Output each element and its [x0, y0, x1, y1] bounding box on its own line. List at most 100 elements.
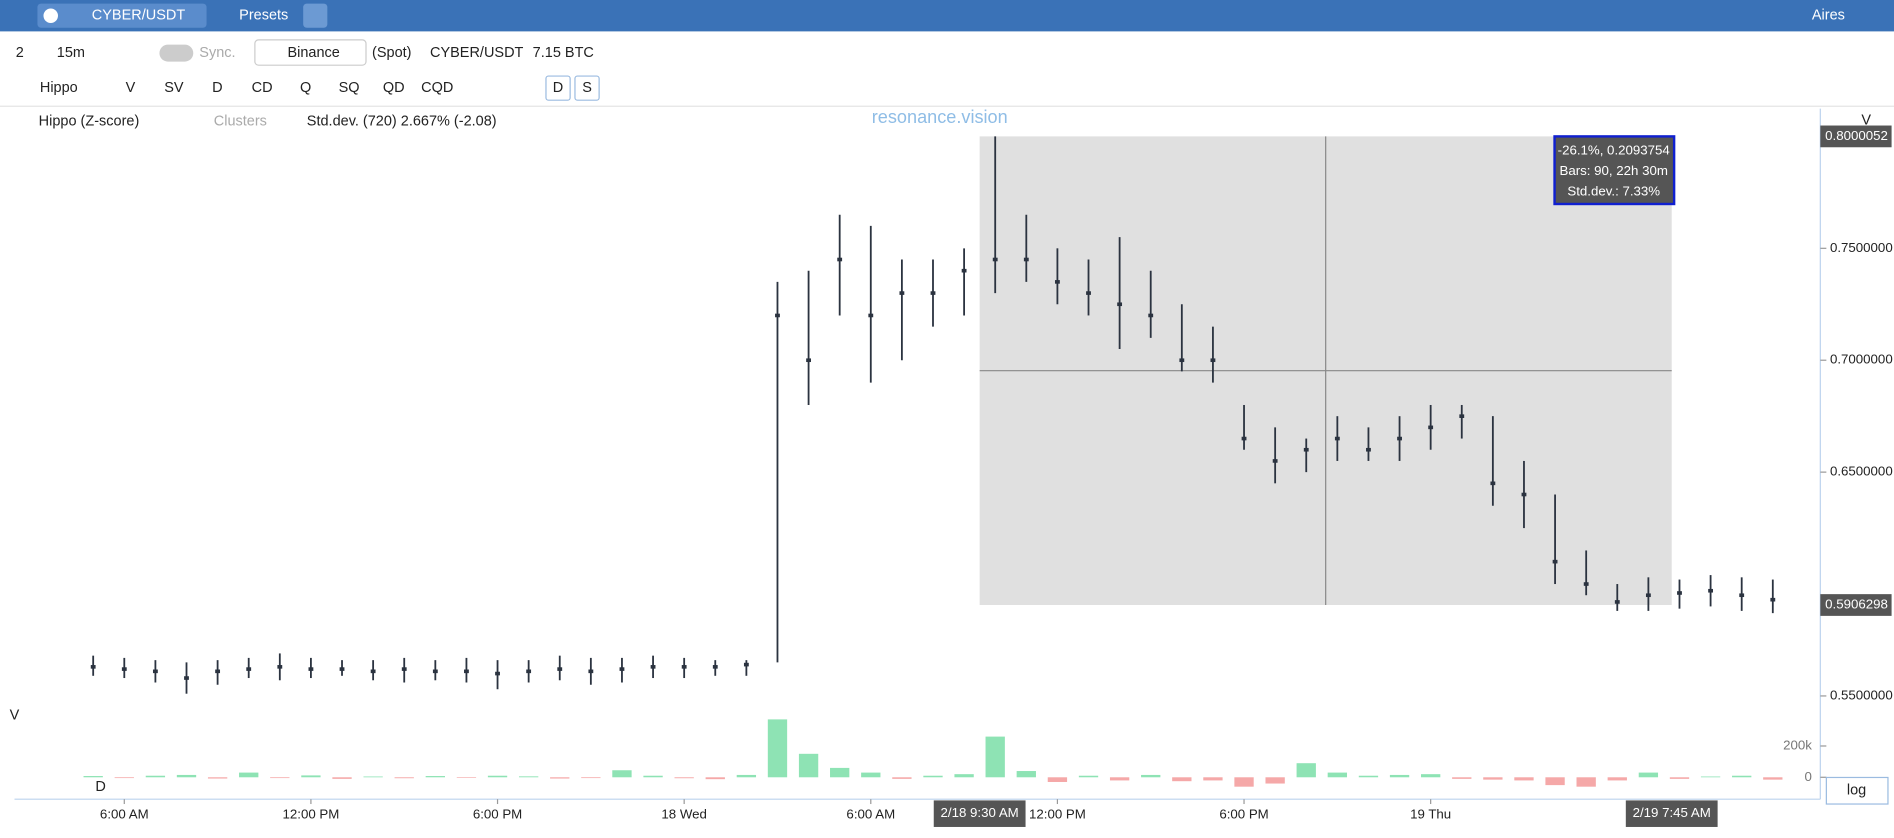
price-label-bg [1820, 594, 1892, 616]
candle-close [432, 669, 438, 674]
indicator[interactable]: QD [383, 80, 405, 96]
sync[interactable]: Sync. [199, 45, 235, 61]
exchange[interactable]: Binance [287, 45, 339, 61]
delta-bar [1763, 777, 1783, 780]
delta-bar [1265, 777, 1285, 784]
candle-close [1241, 436, 1247, 441]
candle-close [90, 665, 96, 669]
candle-close [1086, 291, 1091, 295]
button[interactable] [574, 75, 600, 101]
delta-bar [270, 777, 290, 779]
time-label-bg [933, 800, 1026, 827]
candle-close [1272, 459, 1278, 463]
delta-bar [114, 777, 134, 779]
delta-bar [705, 777, 725, 780]
button-label[interactable]: D [553, 80, 563, 96]
delta-bar [1234, 777, 1254, 787]
delta-bar [550, 777, 570, 779]
delta-bar [1327, 772, 1348, 778]
candle-close [370, 669, 376, 674]
candle-close [1428, 425, 1434, 430]
user[interactable]: Aires [1812, 8, 1845, 24]
candle-close [837, 257, 843, 262]
interval[interactable]: 15m [57, 45, 85, 61]
candle-close [1645, 593, 1651, 598]
x-tick-label: 19 Thu [1410, 806, 1451, 821]
candle-close [806, 358, 811, 363]
symbol-tab[interactable] [37, 3, 207, 28]
delta-bar [1483, 777, 1503, 780]
delta-bar [1732, 775, 1752, 778]
candle-close [1334, 436, 1340, 441]
delta-bar [736, 774, 757, 778]
price-label-bg [1820, 125, 1892, 148]
indicator[interactable]: SV [164, 80, 184, 96]
candle-close [1023, 257, 1029, 262]
symbol[interactable]: CYBER/USDT [92, 8, 186, 24]
candle-close [215, 669, 221, 674]
button[interactable] [545, 75, 571, 101]
sync-toggle[interactable] [159, 44, 194, 62]
axis-title: V [1861, 113, 1871, 129]
indicator[interactable]: Q [300, 80, 311, 96]
candle-close [495, 671, 500, 676]
delta-bar [892, 777, 912, 779]
candle-close [681, 665, 687, 669]
log-button[interactable] [1825, 776, 1889, 805]
delta-bar [1607, 777, 1627, 781]
x-tick-label: 6:00 AM [846, 806, 895, 821]
indicator[interactable]: CD [252, 80, 273, 96]
delta-bar [861, 772, 881, 778]
watermark: resonance.vision [872, 107, 1008, 127]
candle-close [868, 313, 874, 318]
candle-close [1552, 559, 1558, 564]
delta-bar [487, 775, 508, 778]
candle-close [961, 268, 967, 273]
time-label: 2/18 9:30 AM [941, 805, 1019, 820]
info-line: -26.1%, 0.2093754 [1558, 142, 1670, 157]
preset[interactable]: Hippo [40, 80, 78, 96]
candle-close [1490, 481, 1496, 486]
delta-bar [207, 777, 228, 779]
delta-bar [1109, 777, 1130, 781]
delta-bar [1078, 775, 1099, 778]
legend-entry: Std.dev. (720) 2.667% (-2.08) [307, 114, 497, 130]
layout[interactable]: 2 [16, 45, 24, 61]
exchange-box[interactable] [254, 39, 367, 66]
candle-close [1770, 597, 1776, 602]
price-label: 0.8000052 [1825, 128, 1888, 143]
delta-bar [1514, 777, 1534, 781]
delta-bar [456, 777, 477, 778]
candle-close [152, 669, 158, 674]
indicator[interactable]: V [126, 80, 136, 96]
candle-close [899, 291, 905, 295]
x-tick-label: 6:00 PM [473, 806, 522, 821]
candle-close [619, 667, 625, 671]
y-tick-label: 0.6500000 [1830, 464, 1893, 479]
delta-bar [1420, 774, 1441, 778]
indicator[interactable]: SQ [339, 80, 360, 96]
x-tick-label: 12:00 PM [283, 806, 340, 821]
button-label[interactable]: S [582, 80, 592, 96]
candle-close [339, 667, 345, 671]
presets[interactable]: Presets [239, 8, 288, 24]
indicator[interactable]: D [212, 80, 222, 96]
delta-bar [1700, 776, 1721, 778]
candle-close [1677, 591, 1682, 595]
panel-label: V [10, 708, 20, 724]
delta-bar [1452, 777, 1472, 779]
log-label[interactable]: log [1847, 783, 1866, 799]
indicator[interactable]: CQD [421, 80, 453, 96]
button[interactable] [303, 3, 328, 28]
candle-close [1459, 414, 1465, 418]
candle-close [1179, 358, 1185, 363]
delta-bar [176, 774, 197, 778]
candle-close [1521, 492, 1527, 497]
delta-bar [1296, 763, 1316, 778]
candle-close [308, 667, 314, 671]
delta-bar [830, 767, 850, 778]
panel-label: D [95, 779, 105, 795]
legend-entry: Hippo (Z-score) [39, 114, 140, 130]
